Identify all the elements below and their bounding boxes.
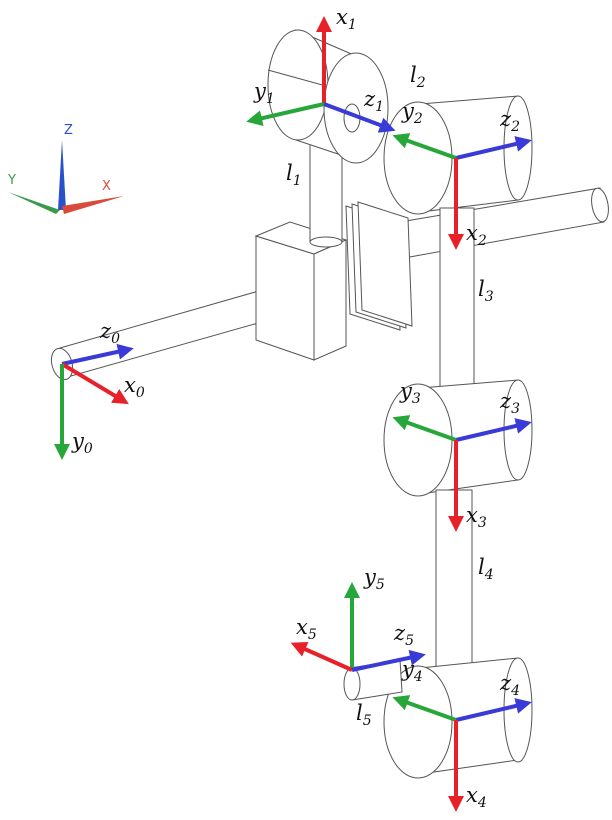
frame-0-z-arrow (61, 343, 134, 366)
triad-y-arrow (8, 192, 60, 214)
label-x5: x5 (296, 615, 317, 643)
label-x0: x0 (124, 373, 145, 401)
frame-0 (54, 343, 134, 460)
link-labels: l1 l2 l3 l4 l5 (286, 63, 494, 729)
arm-structure (50, 29, 609, 779)
frame-2-z-arrow (455, 136, 532, 160)
label-y0: y0 (71, 429, 93, 457)
axis-labels: z0 x0 y0 x1 y1 z1 y2 z2 x2 y3 z3 x3 y4 z… (71, 5, 520, 811)
label-l2: l2 (410, 63, 426, 91)
frame-3 (392, 415, 532, 532)
frame-4-y-arrow (392, 695, 457, 722)
frame-4-z-arrow (455, 698, 532, 722)
frame-5-x-arrow (290, 641, 353, 672)
label-x2: x2 (466, 221, 487, 249)
carriage-plates (345, 201, 413, 331)
label-z2: z2 (499, 107, 520, 135)
label-y1: y1 (253, 79, 275, 107)
label-l5: l5 (356, 701, 372, 729)
label-x3: x3 (466, 503, 487, 531)
label-x4: x4 (466, 783, 487, 811)
frame-3-z-arrow (455, 418, 532, 442)
label-l3: l3 (478, 277, 494, 305)
label-z4: z4 (499, 671, 520, 699)
label-y4: y4 (401, 657, 423, 685)
label-l1: l1 (286, 161, 302, 189)
label-y2: y2 (401, 99, 423, 127)
frame-0-x-arrow (60, 362, 129, 405)
label-z3: z3 (499, 389, 520, 417)
label-y3: y3 (399, 379, 421, 407)
triad-z-label: Z (64, 123, 73, 138)
link-1-post (309, 137, 343, 248)
frame-3-y-arrow (392, 415, 457, 442)
triad-x-arrow (62, 196, 124, 214)
label-y5: y5 (363, 565, 385, 593)
frame-1 (246, 16, 396, 133)
label-z5: z5 (393, 621, 414, 649)
coordinate-frames (54, 16, 532, 812)
frame-5-z-arrow (351, 649, 426, 672)
frame-1-y-arrow (246, 102, 325, 127)
label-z0: z0 (99, 319, 120, 347)
label-z1: z1 (363, 87, 384, 115)
orientation-triad: Z X Y (7, 123, 124, 214)
frame-2-y-arrow (392, 133, 457, 160)
triad-x-label: X (102, 179, 111, 194)
label-l4: l4 (478, 555, 494, 583)
link-5-stub (343, 659, 403, 701)
frame-5 (290, 582, 426, 672)
triad-z-arrow (58, 140, 66, 210)
label-x1: x1 (336, 5, 357, 33)
triad-y-label: Y (7, 173, 16, 188)
frame-1-z-arrow (323, 102, 396, 133)
frame-2 (392, 133, 532, 250)
frame-4 (392, 695, 532, 812)
